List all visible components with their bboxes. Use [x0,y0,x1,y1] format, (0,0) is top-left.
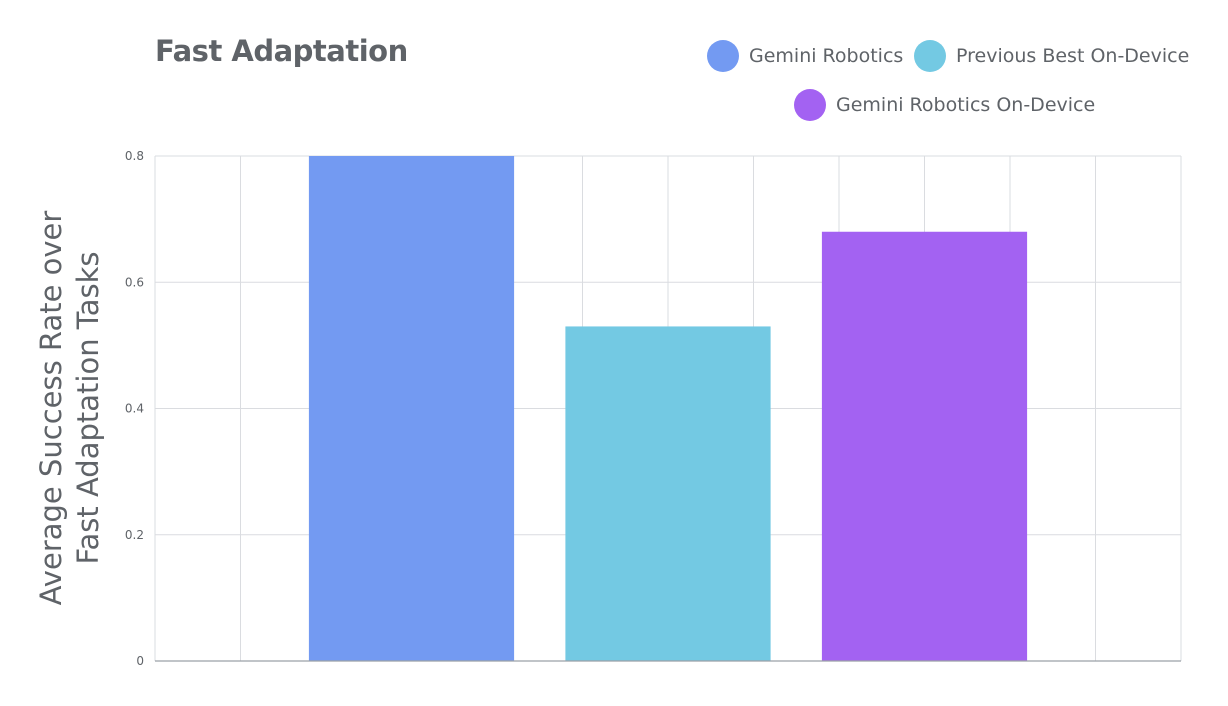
bar-1 [309,156,514,661]
y-tick-label: 0.8 [125,149,144,163]
y-tick-label: 0.2 [125,528,144,542]
y-tick-label: 0.6 [125,275,144,289]
bar-3 [822,232,1027,661]
bar-2 [565,326,770,661]
y-tick-label: 0 [136,654,144,668]
y-tick-label: 0.4 [125,402,144,416]
